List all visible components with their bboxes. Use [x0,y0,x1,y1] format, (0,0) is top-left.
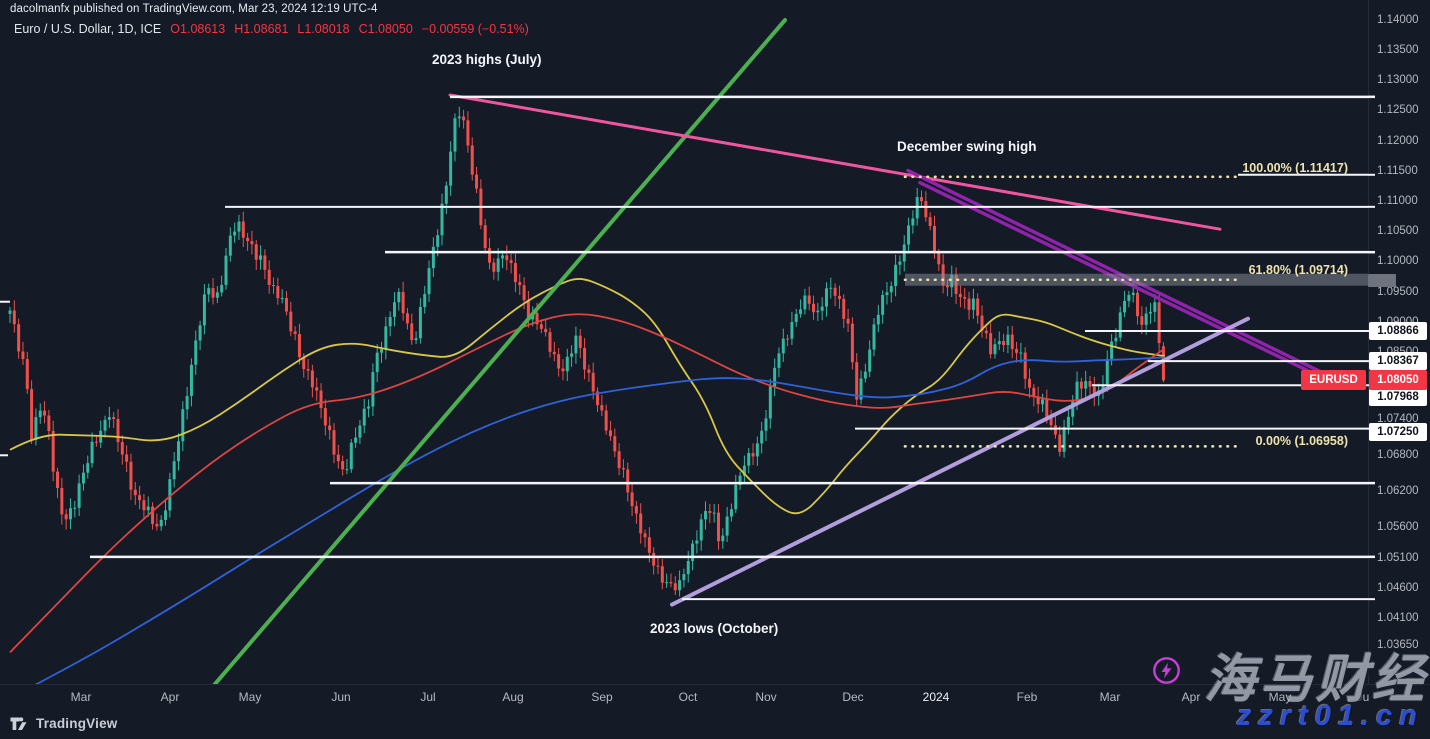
fib-label-618: 61.80% (1.09714) [1248,263,1348,277]
annotation-2023-lows: 2023 lows (October) [650,621,779,636]
symbol-title: Euro / U.S. Dollar, 1D, ICE [14,22,162,36]
time-label-dec: Dec [842,690,864,704]
price-tick: 1.14000 [1377,13,1419,26]
horizontal-lines [0,95,1368,601]
price-tick: 1.07400 [1377,412,1419,425]
lightning-icon [1153,657,1180,684]
price-line-badge: 1.08367 [1369,352,1427,371]
time-label-mar: Mar [70,690,92,704]
time-label-sep: Sep [591,690,613,704]
high-value: 1.08681 [243,22,289,36]
ma-blue [34,356,1166,684]
low-value: 1.08018 [304,22,350,36]
time-label-may: May [238,690,262,704]
price-tick: 1.06200 [1377,485,1419,498]
price-tick: 1.03650 [1377,639,1419,652]
watermark-title: 海马财经 [1203,651,1428,709]
price-tick: 1.05100 [1377,551,1419,564]
fib-label-0: 0.00% (1.06958) [1255,434,1348,448]
close-value: 1.08050 [367,22,413,36]
fib-label-100: 100.00% (1.11417) [1242,161,1348,175]
price-tick: 1.11500 [1377,164,1418,177]
time-label-feb: Feb [1016,690,1038,704]
open-label: O [170,22,181,36]
price-tick: 1.10000 [1377,255,1419,268]
channel-purple-a[interactable] [906,168,1324,375]
tradingview-logo-icon [10,717,27,730]
price-tick: 1.09500 [1377,285,1419,298]
annotation-2023-highs: 2023 highs (July) [432,52,542,67]
time-label-mar: Mar [1099,690,1121,704]
symbol-info-row[interactable]: Euro / U.S. Dollar, 1D, ICE O1.08613 H1.08… [14,22,529,36]
low-label: L [297,22,305,36]
price-tick: 1.13500 [1377,43,1419,56]
time-label-may: May [1268,690,1292,704]
time-axis-divider [0,684,1430,685]
time-label-oct: Oct [678,690,698,704]
time-label-apr: Apr [160,690,180,704]
annotation-december-swing-high: December swing high [897,139,1037,154]
change-value: −0.00559 (−0.51%) [421,22,529,36]
price-line-badge: 1.08866 [1369,322,1427,340]
price-line-badge: 1.07968 [1369,388,1427,406]
symbol-price-flag: EURUSD [1301,370,1366,391]
price-tick: 1.13000 [1377,74,1419,87]
fib-retracement [903,175,1368,448]
close-label: C [358,22,368,36]
price-tick: 1.06800 [1377,448,1419,461]
candles [8,106,1165,597]
open-value: 1.08613 [180,22,226,36]
price-axis-divider [1368,0,1369,684]
price-tick: 1.12500 [1377,104,1419,117]
last-price-badge: 1.08050 [1369,370,1427,391]
downtrend-pink[interactable] [448,93,1222,231]
time-label-jun: Jun [331,690,351,704]
time-label-ju: Ju [1356,690,1370,704]
footer-brand[interactable]: TradingView [10,715,117,731]
price-tick: 1.04600 [1377,581,1419,594]
price-tick: 1.10500 [1377,225,1419,238]
plot-area [0,18,1368,690]
price-tick: 1.04100 [1377,612,1419,625]
footer-brand-label: TradingView [36,715,118,731]
ma-red [9,313,1166,654]
time-label-nov: Nov [755,690,777,704]
high-label: H [234,22,244,36]
time-label-apr: Apr [1181,690,1201,704]
time-label-jul: Jul [420,690,436,704]
fib-axis-chip [1368,273,1396,287]
watermark-domain: zzrt01.cn [1236,700,1424,732]
publisher-line: dacolmanfx published on TradingView.com,… [10,3,378,15]
time-label-2024: 2024 [922,690,950,704]
time-label-aug: Aug [502,690,524,704]
price-line-badge: 1.07250 [1369,423,1427,441]
price-tick: 1.05600 [1377,521,1419,534]
price-tick: 1.11000 [1377,194,1418,207]
price-tick: 1.12000 [1377,134,1419,147]
ma-yellow [9,278,1166,515]
uptrend-green[interactable] [210,18,787,690]
